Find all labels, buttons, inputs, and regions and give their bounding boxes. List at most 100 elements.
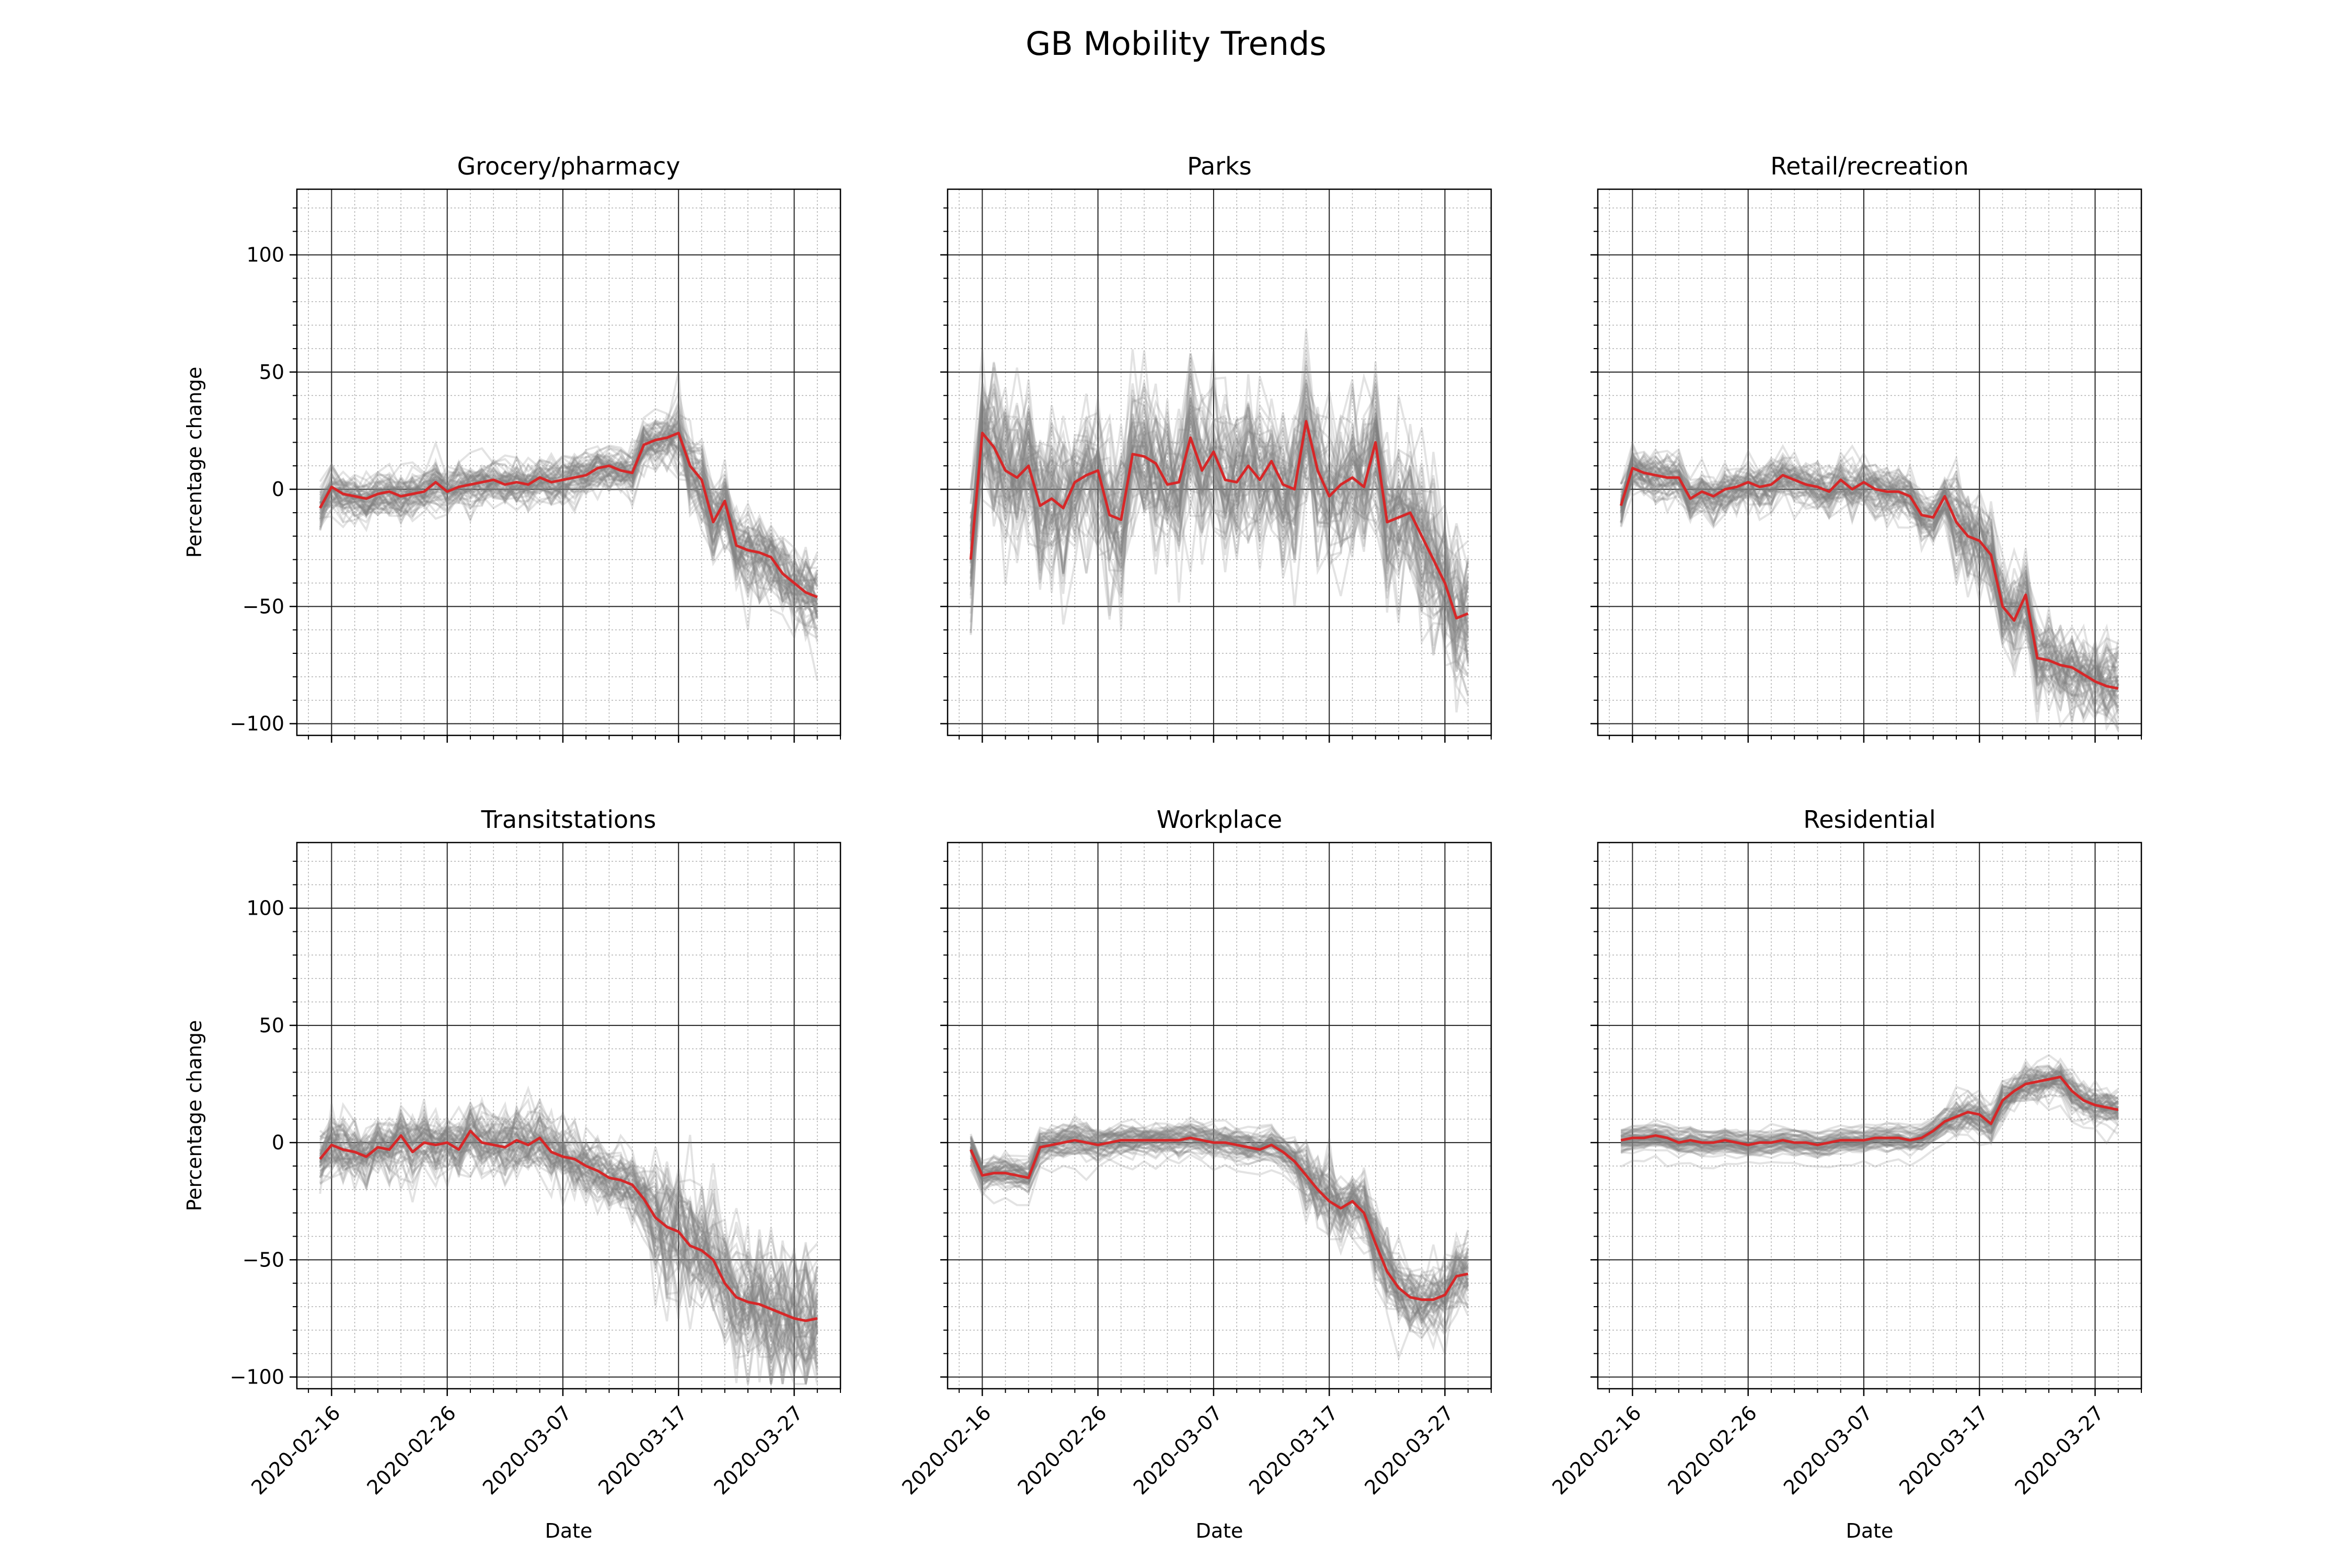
background-series-line — [970, 396, 1469, 653]
background-series-line — [970, 1120, 1469, 1333]
background-series-line — [1621, 1072, 2118, 1151]
background-series-line — [1620, 460, 2119, 723]
background-series-line — [970, 353, 1469, 642]
background-series-line — [1620, 441, 2119, 683]
background-series-line — [1620, 462, 2119, 719]
background-series-line — [1620, 1062, 2119, 1143]
background-series-line — [1620, 448, 2119, 712]
background-series-line — [970, 353, 1469, 593]
y-tick-label: 100 — [246, 244, 284, 267]
background-series-line — [970, 1126, 1469, 1312]
background-series-line — [970, 413, 1469, 628]
background-series-line — [1620, 1068, 2119, 1141]
background-series-line — [1621, 1064, 2119, 1141]
background-series-line — [319, 418, 818, 630]
background-series-line — [319, 372, 818, 615]
background-series-line — [1620, 449, 2119, 689]
main-series-line — [319, 1129, 818, 1322]
background-series-line — [1620, 1090, 2119, 1158]
background-series-line — [970, 1131, 1469, 1351]
x-tick-label: 2020-02-26 — [1013, 1401, 1111, 1499]
background-series-line — [970, 396, 1469, 624]
background-series-line — [970, 1135, 1469, 1323]
background-series-line — [1620, 461, 2119, 721]
background-series-line — [970, 1136, 1469, 1335]
background-series-line — [1621, 1074, 2119, 1149]
x-axis-label: Date — [1196, 1519, 1243, 1542]
background-series-line — [970, 387, 1469, 622]
background-series-line — [1620, 464, 2119, 709]
background-series-line — [319, 1117, 818, 1364]
background-series-line — [1620, 447, 2119, 698]
y-tick-label: −100 — [230, 1366, 284, 1389]
x-tick-label: 2020-03-17 — [1895, 1401, 1992, 1499]
background-series-line — [319, 1119, 818, 1347]
background-series-line — [970, 376, 1469, 643]
background-series-line — [1620, 463, 2118, 721]
background-series-line — [319, 1110, 818, 1385]
background-series-line — [1621, 1071, 2119, 1154]
background-series-line — [319, 1129, 818, 1358]
y-tick-label: −100 — [230, 712, 284, 735]
x-tick-label: 2020-02-26 — [363, 1401, 460, 1499]
background-series-line — [1620, 1083, 2119, 1149]
background-series-line — [1620, 1070, 2119, 1155]
background-series-line — [1620, 1063, 2119, 1155]
background-series-line — [319, 1106, 818, 1346]
background-series-line — [1620, 1067, 2119, 1135]
background-series-line — [1620, 477, 2119, 692]
background-series-line — [1620, 451, 2119, 700]
main-series-line — [969, 420, 1469, 620]
background-series-line — [970, 1126, 1469, 1321]
background-series-line — [970, 378, 1469, 656]
background-series-line — [319, 1107, 818, 1369]
background-series-line — [319, 1100, 818, 1378]
background-series-line — [319, 1118, 818, 1386]
background-series-line — [1620, 1086, 2118, 1157]
background-series-line — [970, 377, 1469, 695]
background-series-line — [319, 1110, 818, 1385]
background-series-line — [319, 423, 818, 613]
background-series-line — [1620, 1066, 2118, 1146]
main-series-line — [1620, 1076, 2119, 1147]
x-tick-label: 2020-02-16 — [1548, 1401, 1645, 1499]
x-tick-label: 2020-02-26 — [1664, 1401, 1761, 1499]
background-series-line — [1620, 1063, 2119, 1141]
background-series-line — [319, 443, 818, 605]
background-series-line — [319, 427, 818, 641]
x-tick-label: 2020-02-16 — [247, 1401, 344, 1499]
background-series-line — [970, 388, 1469, 667]
background-series-line — [1620, 461, 2119, 688]
background-series-line — [970, 1142, 1469, 1320]
background-series-line — [1620, 460, 2119, 721]
background-series-line — [1620, 1081, 2118, 1157]
background-series-line — [319, 1125, 818, 1346]
y-axis-label: Percentage change — [183, 367, 206, 558]
background-series-line — [319, 409, 818, 627]
background-series-line — [1620, 1078, 2118, 1153]
background-series-line — [970, 397, 1469, 706]
y-tick-label: 0 — [272, 1131, 284, 1154]
background-series-line — [319, 428, 818, 605]
y-tick-label: 100 — [246, 897, 284, 920]
background-series-line — [319, 444, 818, 627]
background-series-line — [319, 453, 818, 637]
background-series-line — [1620, 1054, 2119, 1134]
background-series-line — [970, 1142, 1469, 1341]
background-series-line — [970, 401, 1469, 636]
main-series-line — [970, 1136, 1469, 1301]
x-tick-label: 2020-03-17 — [594, 1401, 691, 1499]
background-series-line — [319, 1124, 818, 1348]
background-series-line — [1620, 468, 2119, 728]
background-series-line — [319, 1108, 818, 1364]
background-series-line — [1620, 1064, 2119, 1147]
background-series-line — [319, 1103, 818, 1343]
background-series-line — [319, 1119, 818, 1330]
x-tick-label: 2020-03-17 — [1244, 1401, 1342, 1499]
minor-grid — [1598, 843, 2142, 1389]
background-series-line — [970, 1138, 1469, 1338]
background-series-line — [319, 1109, 818, 1327]
background-series-line — [1620, 444, 2119, 689]
x-tick-label: 2020-03-07 — [1779, 1401, 1877, 1499]
